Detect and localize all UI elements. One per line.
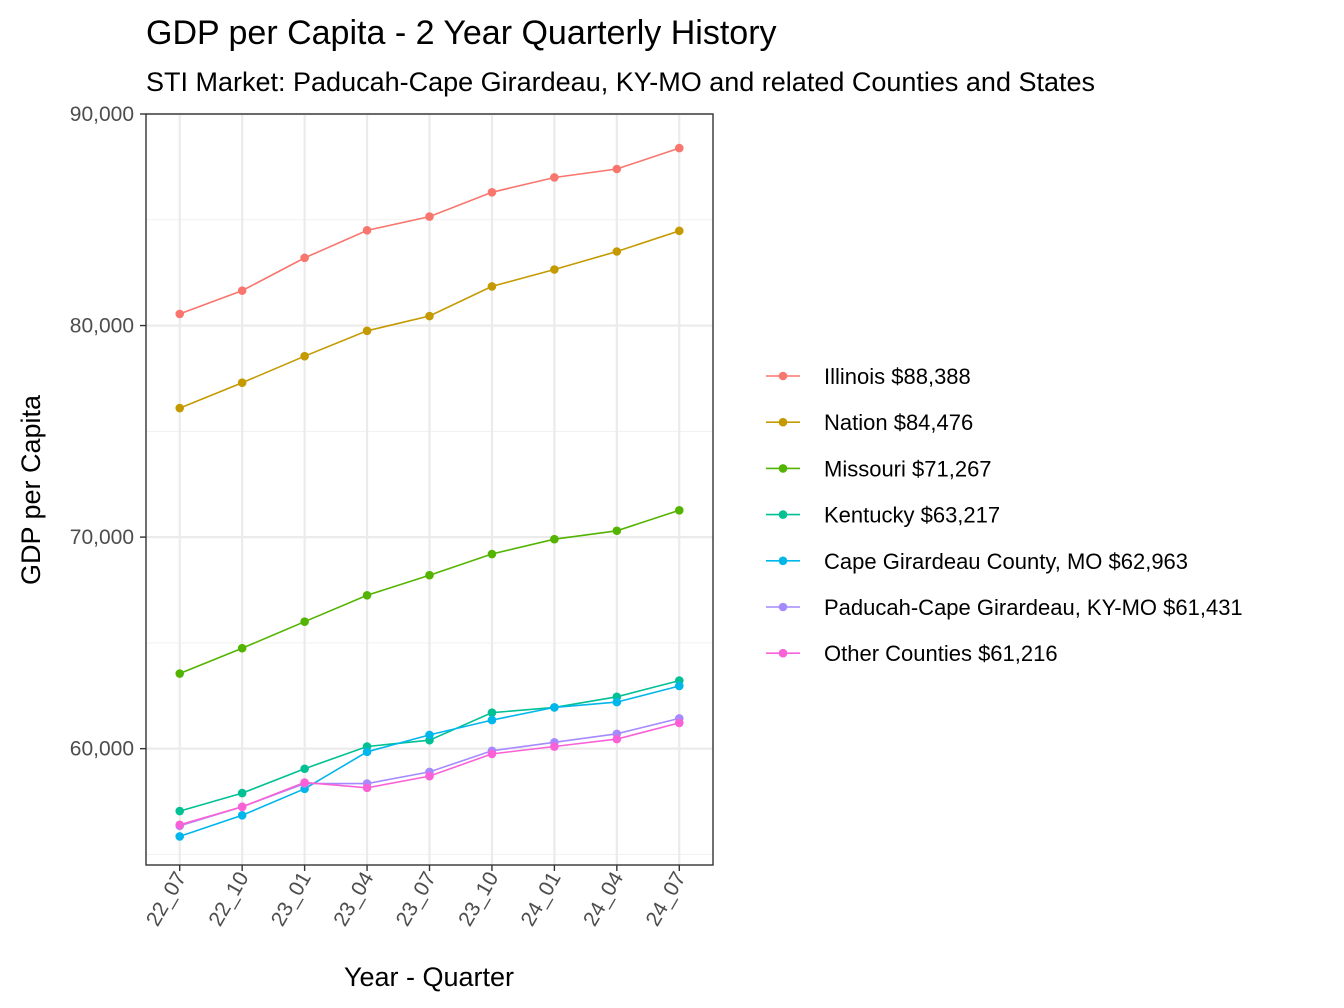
data-point <box>550 173 559 182</box>
x-tick-label: 23_10 <box>454 868 503 930</box>
legend-key-point <box>778 648 788 658</box>
data-point <box>237 810 247 820</box>
data-point <box>674 143 684 153</box>
legend-item: Illinois $88,388 <box>766 364 971 389</box>
data-point <box>175 806 185 816</box>
data-point <box>300 617 309 627</box>
y-tick-label: 90,000 <box>70 103 134 126</box>
legend-label: Cape Girardeau County, MO $62,963 <box>824 549 1188 574</box>
legend-item: Kentucky $63,217 <box>766 503 1000 528</box>
data-point <box>300 351 309 361</box>
legend-label: Illinois $88,388 <box>824 364 971 389</box>
x-tick-label: 22_10 <box>204 868 253 930</box>
data-point <box>362 326 372 336</box>
data-point <box>362 783 372 793</box>
data-point <box>487 549 497 559</box>
x-tick-label: 24_07 <box>641 868 690 930</box>
data-point <box>237 788 247 798</box>
legend-label: Kentucky $63,217 <box>824 503 1000 528</box>
x-tick-label: 23_01 <box>267 868 316 930</box>
data-point <box>237 286 247 295</box>
data-point <box>425 212 434 221</box>
legend: Illinois $88,388 Nation $84,476 Missouri $… <box>766 364 1243 666</box>
legend-key-point <box>778 371 788 381</box>
data-point <box>550 742 559 751</box>
legend-label: Nation $84,476 <box>824 410 973 435</box>
data-point <box>425 570 434 580</box>
series-group <box>175 718 684 830</box>
data-point <box>674 718 684 728</box>
data-point <box>550 703 559 712</box>
legend-label: Paducah-Cape Girardeau, KY-MO $61,431 <box>824 595 1243 620</box>
data-point <box>612 247 622 256</box>
legend-key-point <box>778 464 788 473</box>
legend-label: Missouri $71,267 <box>824 456 992 481</box>
data-point <box>300 764 309 774</box>
data-point <box>175 669 185 678</box>
x-axis-title: Year - Quarter <box>344 962 514 992</box>
data-point <box>175 820 185 830</box>
data-point <box>300 778 309 787</box>
data-point <box>237 378 247 387</box>
y-axis: 60,000 70,000 80,000 90,000 <box>70 103 146 761</box>
data-point <box>362 747 372 757</box>
data-point <box>674 505 684 515</box>
series-group <box>175 681 684 841</box>
data-point <box>487 749 497 759</box>
y-axis-title: GDP per Capita <box>16 394 46 585</box>
legend-item: Nation $84,476 <box>766 410 973 435</box>
data-point <box>300 253 309 263</box>
data-point <box>487 187 497 197</box>
data-point <box>175 832 185 841</box>
data-point <box>550 534 559 544</box>
y-tick-label: 80,000 <box>70 315 134 338</box>
x-tick-label: 23_04 <box>329 868 378 930</box>
y-tick-label: 70,000 <box>70 526 134 549</box>
legend-label: Other Counties $61,216 <box>824 641 1058 666</box>
legend-key-point <box>778 556 788 566</box>
series-group <box>175 505 684 678</box>
chart-subtitle: STI Market: Paducah-Cape Girardeau, KY-M… <box>146 67 1095 97</box>
series-group <box>175 143 684 319</box>
data-point <box>425 771 434 781</box>
data-point <box>175 309 185 319</box>
data-point <box>487 708 497 717</box>
data-point <box>612 164 622 174</box>
x-tick-label: 23_07 <box>392 868 441 930</box>
data-point <box>674 681 684 691</box>
legend-key-point <box>778 602 788 612</box>
x-tick-label: 24_01 <box>517 868 566 930</box>
chart-title: GDP per Capita - 2 Year Quarterly Histor… <box>146 14 777 52</box>
data-point <box>550 265 559 274</box>
data-point <box>237 643 247 653</box>
legend-key-point <box>778 417 788 427</box>
y-tick-label: 60,000 <box>70 738 134 761</box>
series-layer <box>175 143 684 841</box>
data-point <box>362 590 372 600</box>
data-point <box>612 697 622 707</box>
x-axis: 22_07 22_10 23_01 23_04 23_07 23_10 24_01 24_04… <box>142 865 691 930</box>
legend-item: Missouri $71,267 <box>766 456 992 481</box>
legend-item: Paducah-Cape Girardeau, KY-MO $61,431 <box>766 595 1243 620</box>
data-point <box>612 526 622 536</box>
legend-item: Other Counties $61,216 <box>766 641 1058 666</box>
legend-item: Cape Girardeau County, MO $62,963 <box>766 549 1188 574</box>
data-point <box>175 403 185 413</box>
data-point <box>612 734 622 744</box>
x-tick-label: 24_04 <box>579 868 628 930</box>
x-tick-label: 22_07 <box>142 868 191 930</box>
major-gridlines <box>146 112 713 865</box>
data-point <box>362 226 372 235</box>
data-point <box>674 226 684 236</box>
data-point <box>425 311 434 321</box>
data-point <box>425 730 434 740</box>
legend-key-point <box>778 510 788 519</box>
data-point <box>487 282 497 291</box>
series-group <box>175 226 684 413</box>
data-point <box>487 715 497 725</box>
data-point <box>237 802 247 812</box>
